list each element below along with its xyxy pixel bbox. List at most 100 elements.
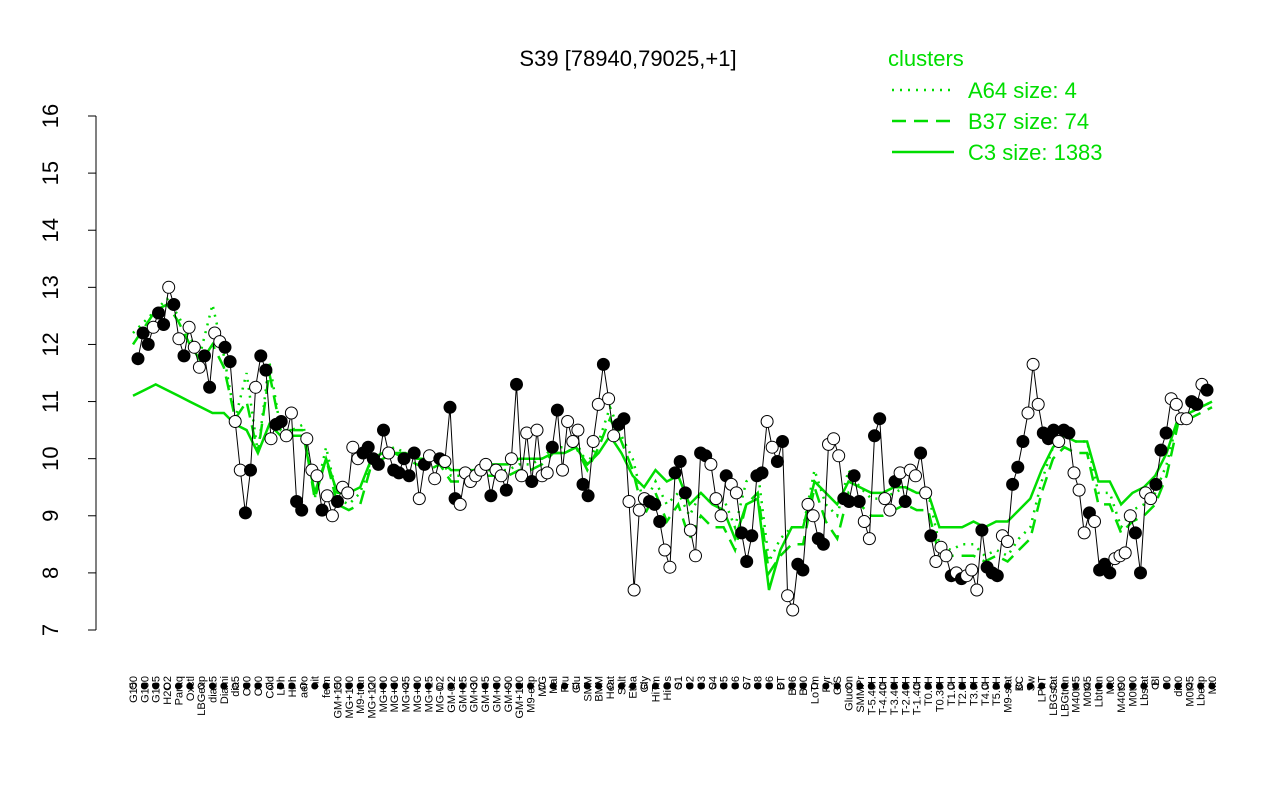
data-point bbox=[279, 429, 293, 443]
data-point bbox=[627, 583, 641, 597]
data-point bbox=[515, 469, 529, 483]
data-point bbox=[540, 466, 554, 480]
data-point bbox=[658, 543, 672, 557]
x-tick-label: nit bbox=[310, 676, 322, 688]
data-point bbox=[187, 340, 201, 354]
x-tick-label: GM+30 bbox=[469, 676, 481, 712]
data-point bbox=[970, 583, 984, 597]
x-rug-mark bbox=[481, 682, 489, 690]
x-rug-mark bbox=[947, 682, 955, 690]
x-tick-label: dia5 bbox=[230, 676, 242, 697]
data-point bbox=[397, 452, 411, 466]
x-rug-mark bbox=[799, 682, 807, 690]
x-rug-mark bbox=[209, 682, 217, 690]
x-rug-mark bbox=[345, 682, 353, 690]
x-tick-label: T-1.40H bbox=[912, 676, 924, 715]
x-rug-mark bbox=[617, 682, 625, 690]
x-rug-mark bbox=[1163, 682, 1171, 690]
x-tick-label: G/S bbox=[832, 676, 844, 695]
x-rug-mark bbox=[674, 682, 682, 690]
x-rug-mark bbox=[810, 682, 818, 690]
x-tick-label: ferm bbox=[321, 676, 333, 698]
data-point bbox=[504, 452, 518, 466]
x-rug-mark bbox=[1151, 682, 1159, 690]
data-point bbox=[1062, 426, 1076, 440]
x-rug-mark bbox=[538, 682, 546, 690]
x-rug-mark bbox=[231, 682, 239, 690]
data-point bbox=[484, 489, 498, 503]
x-tick-label: Cold bbox=[264, 676, 276, 699]
y-tick-label: 9 bbox=[38, 510, 63, 522]
y-tick-label: 16 bbox=[38, 104, 63, 128]
x-rug-mark bbox=[1106, 682, 1114, 690]
x-rug-mark bbox=[243, 682, 251, 690]
x-rug-mark bbox=[913, 682, 921, 690]
x-rug-mark bbox=[742, 682, 750, 690]
x-rug-mark bbox=[754, 682, 762, 690]
data-point bbox=[581, 489, 595, 503]
data-point bbox=[607, 429, 621, 443]
data-point bbox=[1031, 397, 1045, 411]
data-point bbox=[878, 492, 892, 506]
x-tick-label: T4.0H bbox=[980, 676, 992, 706]
data-point bbox=[678, 486, 692, 500]
data-point bbox=[765, 440, 779, 454]
data-point bbox=[331, 495, 344, 508]
x-tick-label: GM+60 bbox=[491, 676, 503, 712]
data-point bbox=[325, 509, 339, 523]
x-tick-label: M9-stat bbox=[1003, 676, 1015, 713]
data-point bbox=[510, 377, 523, 391]
x-tick-label: S2 bbox=[685, 676, 697, 689]
x-rug-mark bbox=[277, 682, 285, 690]
x-tick-label: MG+45 bbox=[401, 676, 413, 712]
x-tick-label: M/G bbox=[537, 676, 549, 697]
legend-title: clusters bbox=[888, 46, 964, 71]
x-rug-mark bbox=[1060, 682, 1068, 690]
x-rug-mark bbox=[447, 682, 455, 690]
y-axis: 7 8 9 10 11 12 13 14 15 16 bbox=[38, 104, 97, 636]
data-point bbox=[254, 349, 268, 363]
data-point bbox=[1088, 515, 1101, 528]
data-point bbox=[412, 492, 426, 506]
x-tick-label: Mt0 bbox=[1207, 676, 1219, 694]
x-rug-mark bbox=[379, 682, 387, 690]
x-tick-label: H2O2 bbox=[162, 676, 174, 705]
data-point bbox=[929, 555, 943, 568]
x-rug-mark bbox=[856, 682, 864, 690]
x-rug-mark bbox=[1185, 682, 1193, 690]
x-rug-mark bbox=[845, 682, 853, 690]
data-point bbox=[1052, 435, 1066, 448]
data-point bbox=[198, 349, 211, 363]
data-point bbox=[259, 363, 273, 377]
data-point bbox=[990, 569, 1004, 583]
data-point bbox=[566, 435, 580, 448]
x-rug-mark bbox=[958, 682, 966, 690]
x-tick-label: C90 bbox=[253, 676, 265, 696]
data-point bbox=[136, 326, 150, 340]
data-point bbox=[668, 466, 682, 480]
x-tick-label: aero bbox=[298, 676, 310, 698]
x-tick-label: Mt0 bbox=[1105, 676, 1117, 694]
data-point bbox=[218, 340, 232, 354]
x-rug-mark bbox=[1026, 682, 1034, 690]
data-point bbox=[428, 472, 442, 486]
x-tick-label: Fru bbox=[560, 676, 572, 693]
data-point bbox=[310, 469, 324, 483]
data-point bbox=[1149, 477, 1163, 491]
x-rug-mark bbox=[549, 682, 557, 690]
data-point bbox=[648, 497, 662, 511]
data-point bbox=[576, 477, 590, 491]
x-tick-label: dia0 bbox=[1173, 676, 1185, 697]
data-point bbox=[382, 446, 396, 460]
data-point bbox=[827, 432, 841, 446]
x-tick-label: HPh bbox=[287, 676, 299, 697]
x-tick-label: HiOs bbox=[662, 676, 674, 701]
x-rug-mark bbox=[322, 682, 330, 690]
x-tick-label: MG+150 bbox=[344, 676, 356, 719]
data-point bbox=[1021, 406, 1035, 420]
x-rug-mark bbox=[140, 682, 148, 690]
x-tick-label: G180 bbox=[139, 676, 151, 703]
x-tick-label: Oxctl bbox=[185, 676, 197, 701]
data-point bbox=[1169, 397, 1183, 411]
x-rug-mark bbox=[174, 682, 182, 690]
